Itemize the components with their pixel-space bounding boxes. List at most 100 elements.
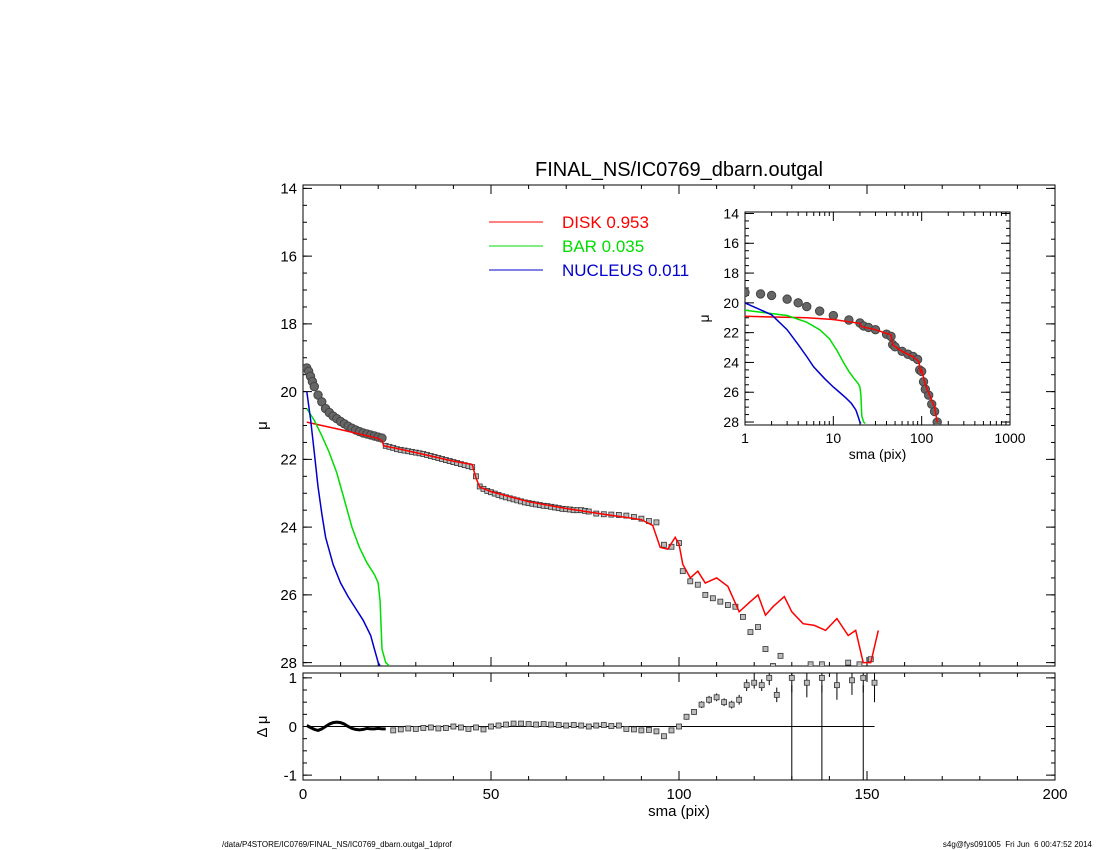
data-point — [555, 722, 562, 728]
x-tick-label: 100 — [666, 786, 691, 803]
data-point — [578, 722, 585, 729]
y-tick-label: 18 — [280, 316, 297, 333]
y-tick-label: 14 — [280, 181, 297, 198]
x-tick-label: 0 — [299, 786, 307, 803]
x-tick-label: 1 — [741, 430, 749, 446]
data-point — [615, 722, 622, 729]
data-point — [630, 514, 637, 520]
x-axis-label: sma (pix) — [648, 803, 710, 820]
series-line-3 — [745, 302, 862, 424]
data-point — [807, 661, 814, 666]
data-point — [758, 682, 765, 689]
data-point — [420, 725, 427, 731]
data-point — [728, 701, 735, 708]
data-point — [309, 381, 319, 392]
data-point — [751, 679, 758, 686]
data-point — [803, 679, 810, 686]
data-point — [828, 310, 839, 321]
data-point — [600, 722, 607, 728]
y-tick-label: 22 — [723, 325, 739, 341]
y-tick-label: 18 — [723, 265, 739, 281]
data-point — [570, 722, 577, 728]
data-point — [717, 598, 724, 605]
data-point — [777, 652, 784, 659]
y-tick-label: 1 — [289, 670, 297, 687]
data-point — [390, 727, 397, 734]
data-point — [593, 722, 600, 729]
series-line-2 — [306, 421, 880, 664]
data-point — [518, 720, 524, 727]
data-point — [782, 294, 792, 304]
y-tick-label: 24 — [280, 519, 297, 536]
data-point — [653, 519, 660, 526]
data-point — [755, 624, 761, 630]
y-axis-label: Δ μ — [254, 715, 271, 737]
chart-panel-0: 14 16 18 20 22 24 26 28 FINAL_NS/IC0769_dbarn.ou… — [254, 159, 1056, 672]
data-point — [766, 290, 777, 301]
data-point — [465, 726, 472, 732]
data-point — [724, 602, 731, 608]
chart-panel-1: 1 10 100 1000 14 16 18 20 22 24 26 28 sma (pix) μ — [696, 205, 1026, 462]
data-point — [818, 661, 825, 666]
y-axis-label: μ — [254, 421, 271, 430]
y-tick-label: 20 — [723, 295, 739, 311]
data-point — [473, 724, 479, 731]
data-point — [849, 677, 855, 684]
legend-label: NUCLEUS 0.011 — [562, 261, 689, 280]
data-point — [608, 723, 615, 729]
data-point — [623, 726, 630, 732]
series-layer — [303, 363, 880, 666]
data-point — [762, 646, 769, 652]
data-point — [510, 720, 517, 727]
data-point — [694, 581, 701, 588]
data-point — [435, 725, 442, 732]
plot-frame — [744, 211, 1011, 426]
data-point — [814, 306, 825, 316]
y-tick-label: 20 — [280, 384, 297, 401]
data-point — [525, 721, 532, 727]
x-tick-label: 150 — [854, 786, 879, 803]
data-point — [745, 287, 750, 298]
series-line-2 — [745, 309, 866, 425]
y-tick-label: 14 — [723, 205, 739, 221]
data-point — [540, 721, 547, 727]
data-point — [856, 661, 863, 666]
data-point — [450, 723, 457, 730]
data-point — [766, 674, 773, 681]
data-point — [412, 726, 419, 732]
legend-label: BAR 0.035 — [562, 237, 644, 256]
x-tick-label: 100 — [910, 430, 934, 446]
data-point — [646, 727, 652, 733]
data-point — [747, 629, 754, 636]
x-tick-label: 10 — [826, 430, 842, 446]
series-line-4 — [306, 391, 381, 666]
data-point — [563, 722, 570, 729]
data-point — [818, 674, 825, 681]
y-tick-label: 16 — [280, 248, 297, 265]
data-point — [533, 721, 540, 728]
data-point — [912, 354, 923, 365]
data-point — [548, 721, 555, 728]
data-point — [630, 726, 637, 733]
series-line-1 — [306, 720, 386, 732]
data-point — [773, 691, 780, 698]
data-point — [702, 591, 709, 598]
data-point — [845, 659, 852, 666]
data-point — [871, 679, 878, 686]
data-point — [713, 694, 720, 701]
data-point — [740, 613, 746, 620]
data-point — [755, 289, 766, 299]
data-point — [427, 724, 434, 731]
x-tick-label: 1000 — [994, 430, 1025, 446]
data-point — [683, 713, 690, 720]
data-point — [661, 541, 667, 548]
footer-timestamp: s4g@fys091005 Fri Jun 6 00:47:52 2014 — [942, 840, 1092, 849]
data-point — [488, 723, 494, 730]
legend-label: DISK 0.953 — [562, 213, 649, 232]
y-tick-label: 28 — [280, 655, 297, 672]
y-axis-label: μ — [696, 314, 712, 322]
series-layer — [306, 673, 878, 780]
data-point — [736, 696, 743, 703]
data-point — [687, 578, 694, 585]
